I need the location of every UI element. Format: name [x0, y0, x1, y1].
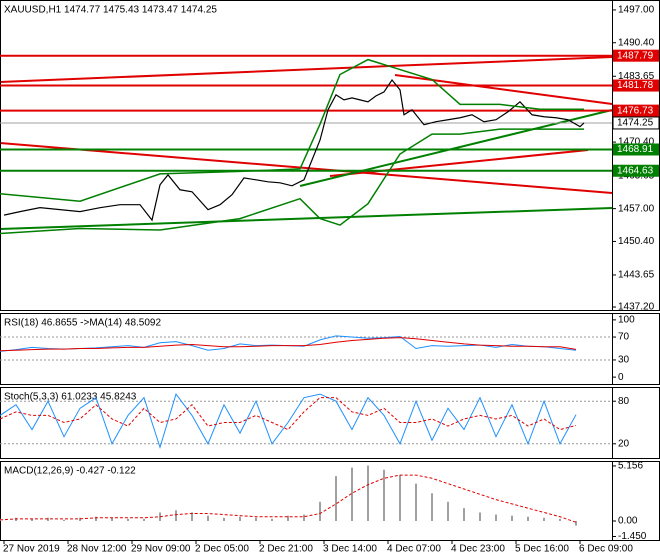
indicator-line — [0, 397, 577, 431]
macd-bar — [399, 475, 401, 521]
bollinger-band — [0, 58, 584, 202]
level-label-box — [613, 49, 659, 62]
macd-bar — [479, 512, 481, 521]
x-tick-label: 2 Dec 21:00 — [259, 544, 313, 555]
macd-bar — [47, 517, 49, 521]
macd-bar — [175, 510, 177, 521]
panel-title: RSI(18) 46.8655 ->MA(14) 48.5092 — [4, 318, 161, 329]
price-line — [3, 78, 585, 222]
macd-bar — [95, 516, 97, 521]
y-tick-label: 100 — [618, 315, 635, 326]
y-tick-label: 20 — [618, 438, 630, 449]
macd-bar — [527, 516, 529, 521]
level-label: 1464.63 — [617, 165, 654, 176]
macd-bar — [495, 514, 497, 521]
macd-bar — [31, 518, 33, 521]
indicator-line — [0, 393, 577, 450]
x-tick-label: 2 Dec 05:00 — [195, 544, 249, 555]
y-tick-label: 5.156 — [618, 461, 643, 472]
level-label: 1468.91 — [617, 144, 654, 155]
x-tick-label: 6 Dec 09:00 — [579, 544, 633, 555]
macd-bar — [143, 518, 145, 521]
x-tick-label: 4 Dec 07:00 — [387, 544, 441, 555]
y-tick-label: 1470.40 — [618, 137, 655, 148]
y-tick-label: -1.450 — [618, 531, 647, 542]
x-tick-label: 27 Nov 2019 — [3, 544, 60, 555]
panel-title: MACD(12,26,9) -0.427 -0.122 — [4, 466, 136, 477]
y-tick-label: 80 — [618, 396, 630, 407]
x-tick-label: 29 Nov 09:00 — [131, 544, 191, 555]
level-label: 1476.73 — [617, 105, 654, 116]
y-tick-label: 0 — [618, 372, 624, 383]
y-tick-label: 1483.65 — [618, 71, 655, 82]
bollinger-band — [0, 128, 584, 235]
last-price-box — [612, 116, 660, 130]
x-tick-label: 28 Nov 12:00 — [67, 544, 127, 555]
macd-bar — [239, 516, 241, 521]
macd-bar — [335, 476, 337, 521]
level-label-box — [613, 143, 659, 156]
macd-bar — [415, 483, 417, 521]
level-label-box — [613, 104, 659, 117]
y-tick-label: 1490.40 — [618, 37, 655, 48]
x-tick-label: 3 Dec 14:00 — [323, 544, 377, 555]
panel-title: XAUUSD,H1 1474.77 1475.43 1473.47 1474.2… — [4, 5, 217, 16]
level-label: 1481.78 — [617, 80, 654, 91]
macd-bar — [191, 512, 193, 521]
x-tick-label: 5 Dec 16:00 — [515, 544, 569, 555]
macd-bar — [575, 520, 577, 526]
y-tick-label: 1443.65 — [618, 270, 655, 281]
trend-line — [0, 56, 613, 83]
y-tick-label: 30 — [618, 355, 630, 366]
panel-title: Stoch(5,3,3) 61.0233 45.8243 — [4, 392, 137, 403]
macd-bar — [303, 514, 305, 521]
macd-bar — [431, 493, 433, 521]
macd-bar — [367, 465, 369, 521]
macd-bar — [287, 515, 289, 521]
macd-bar — [543, 517, 545, 521]
y-tick-label: 1437.20 — [618, 302, 655, 313]
last-price-label: 1474.25 — [617, 118, 654, 129]
indicator-line — [0, 474, 577, 523]
macd-bar — [111, 517, 113, 521]
macd-bar — [559, 518, 561, 521]
level-label-box — [613, 164, 659, 177]
y-tick-label: 0.00 — [618, 516, 638, 527]
level-label: 1487.79 — [617, 50, 654, 61]
macd-bar — [271, 518, 273, 521]
x-tick-label: 4 Dec 23:00 — [451, 544, 505, 555]
macd-bar — [127, 518, 129, 521]
macd-bar — [207, 515, 209, 521]
macd-bar — [79, 517, 81, 521]
macd-bar — [511, 515, 513, 521]
y-tick-label: 70 — [618, 332, 630, 343]
y-tick-label: 1497.00 — [618, 5, 655, 16]
y-tick-label: 1450.40 — [618, 236, 655, 247]
macd-bar — [15, 517, 17, 521]
macd-bar — [255, 517, 257, 521]
indicator-line — [0, 337, 577, 352]
macd-bar — [447, 501, 449, 521]
macd-bar — [383, 469, 385, 521]
trend-line — [0, 207, 613, 230]
macd-bar — [351, 467, 353, 521]
y-tick-label: 1457.00 — [618, 203, 655, 214]
macd-bar — [463, 508, 465, 521]
macd-bar — [223, 517, 225, 521]
macd-bar — [63, 519, 65, 521]
trend-line — [0, 142, 613, 194]
level-label-box — [613, 79, 659, 92]
macd-bar — [319, 501, 321, 521]
